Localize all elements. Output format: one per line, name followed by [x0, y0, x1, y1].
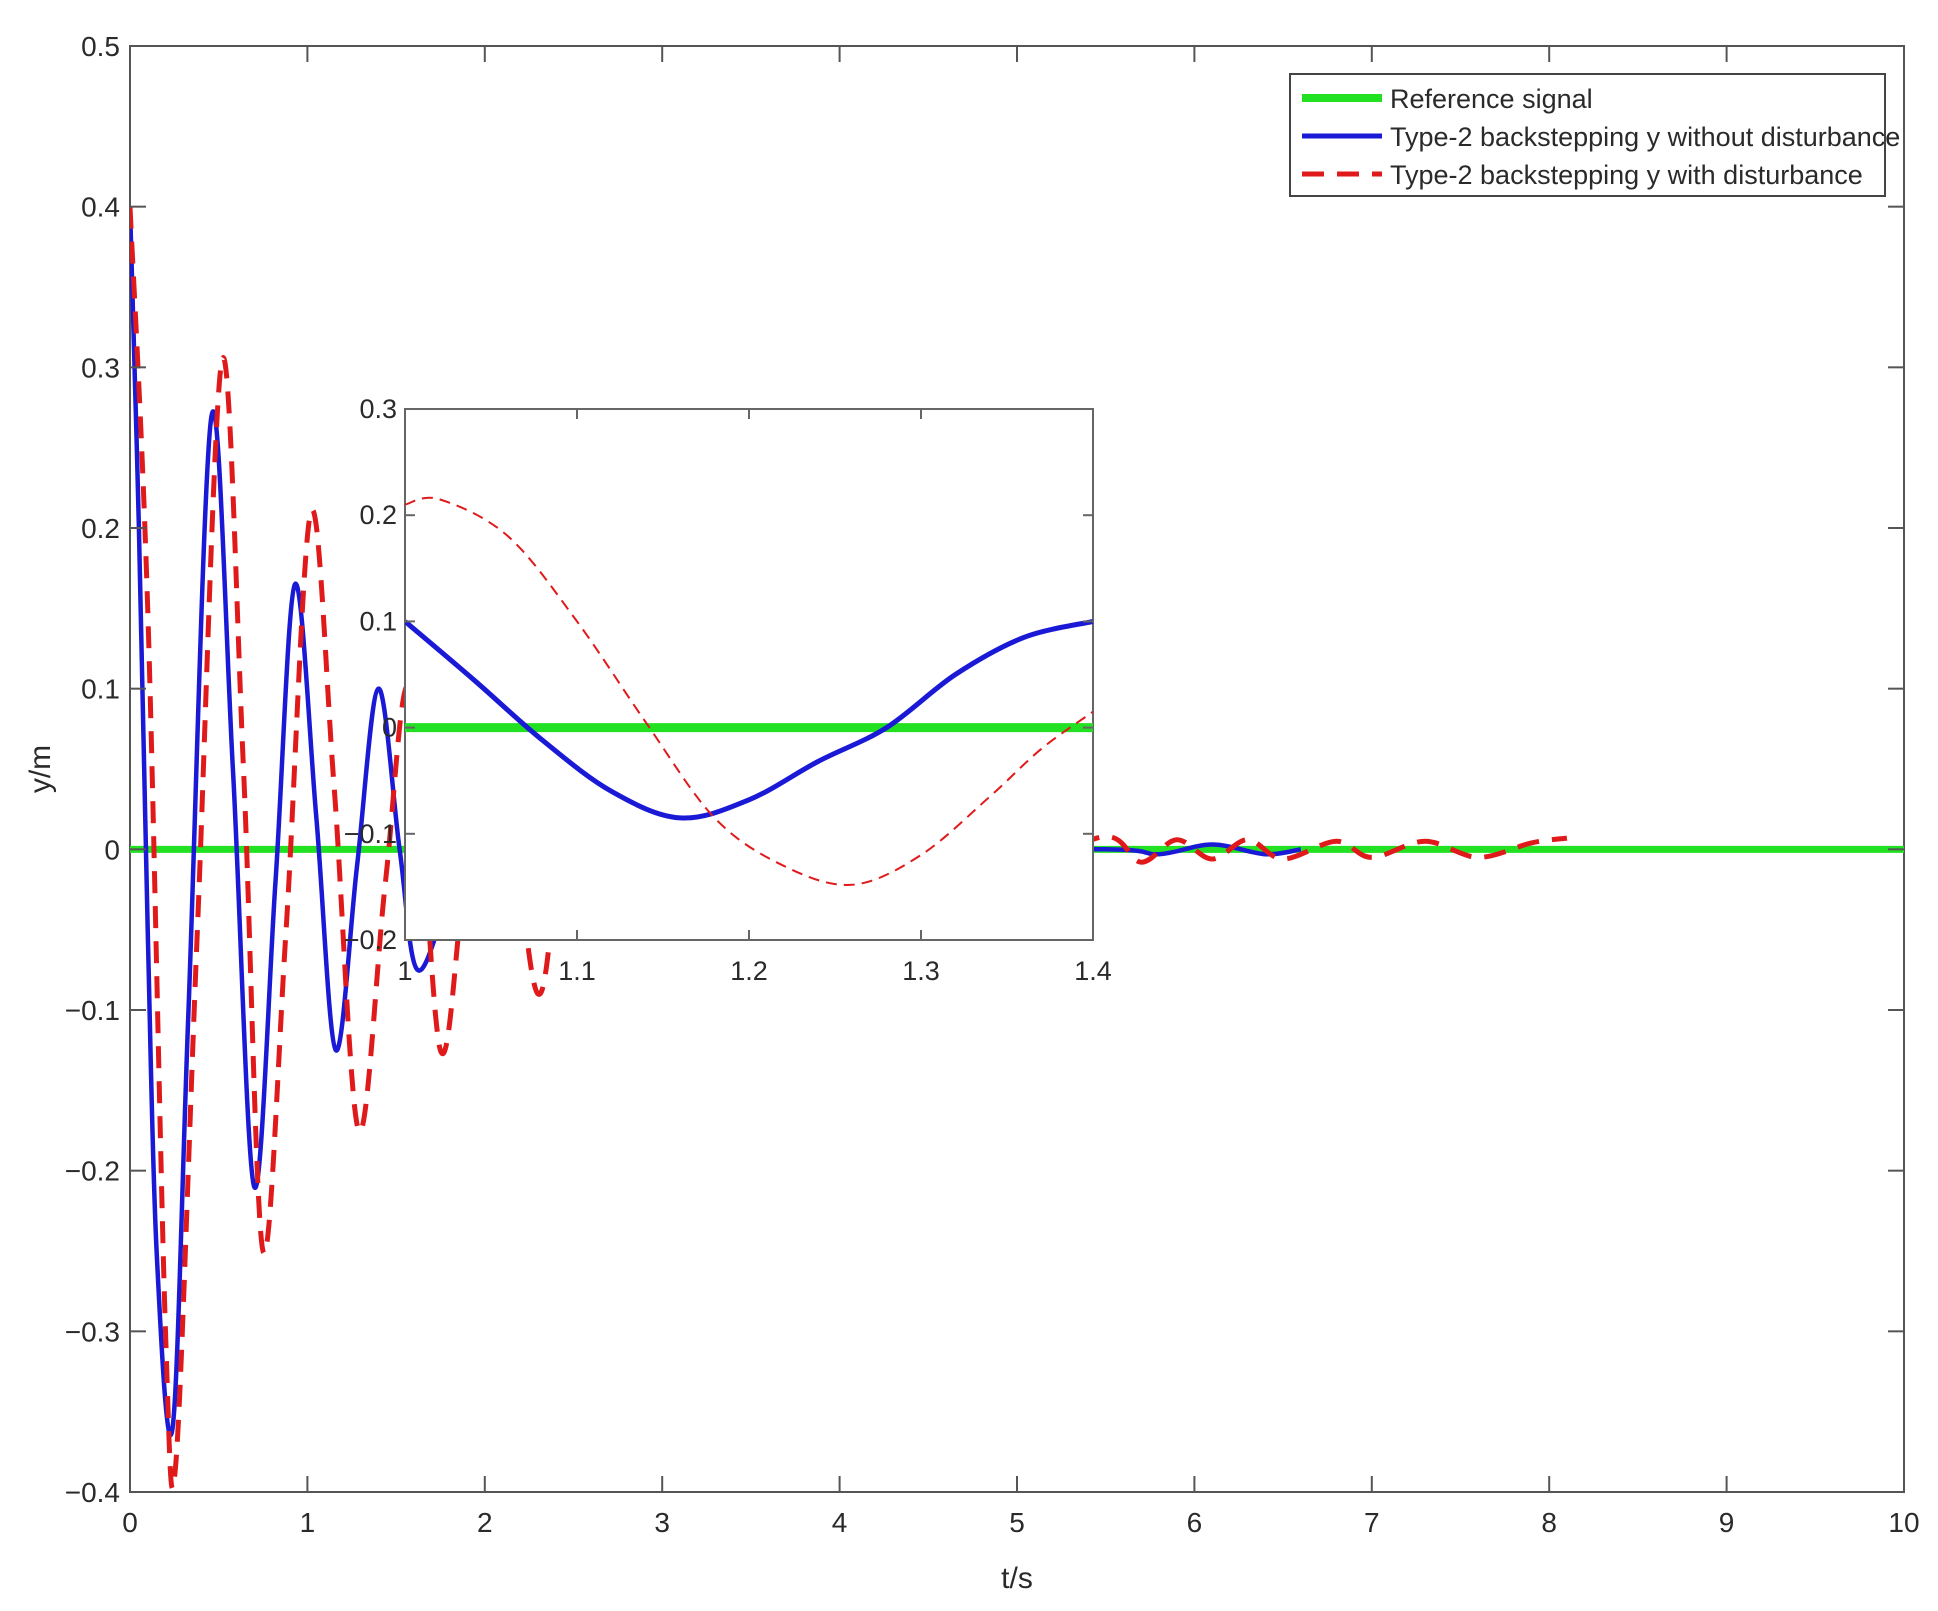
- y-tick-label: −0.1: [65, 995, 120, 1026]
- x-tick-label: 8: [1541, 1507, 1557, 1538]
- x-tick-label: 1: [300, 1507, 316, 1538]
- x-tick-label: 6: [1187, 1507, 1203, 1538]
- x-axis-label: t/s: [1001, 1562, 1033, 1595]
- inset-x-tick-label: 1.1: [558, 956, 596, 986]
- inset-series-line-2: [405, 496, 1093, 886]
- y-tick-label: −0.2: [65, 1156, 120, 1187]
- legend-label: Type-2 backstepping y with disturbance: [1390, 160, 1863, 190]
- inset-x-tick-label: 1: [397, 956, 412, 986]
- x-tick-label: 0: [122, 1507, 138, 1538]
- x-tick-label: 7: [1364, 1507, 1380, 1538]
- inset-x-tick-label: 1.4: [1074, 956, 1112, 986]
- x-tick-label: 10: [1888, 1507, 1919, 1538]
- y-tick-label: −0.3: [65, 1316, 120, 1347]
- inset-y-tick-label: −0.1: [344, 819, 397, 849]
- x-tick-label: 5: [1009, 1507, 1025, 1538]
- x-tick-label: 3: [654, 1507, 670, 1538]
- legend-label: Reference signal: [1390, 84, 1593, 114]
- inset-zoom-plot: 1 1.1 1.2 1.3 1.4 0.3 0.2 0.1 0 −0.1 −0.2: [344, 394, 1112, 986]
- y-tick-label: 0.4: [81, 192, 120, 223]
- x-tick-label: 4: [832, 1507, 848, 1538]
- y-tick-label: 0.5: [81, 31, 120, 62]
- legend-label: Type-2 backstepping y without disturbanc…: [1390, 122, 1900, 152]
- y-tick-label: 0.2: [81, 513, 120, 544]
- inset-y-tick-label: 0.2: [359, 500, 397, 530]
- y-tick-label: 0: [104, 834, 120, 865]
- inset-x-tick-label: 1.3: [902, 956, 940, 986]
- inset-plot-frame: [404, 408, 1094, 941]
- y-tick-label: 0.3: [81, 352, 120, 383]
- x-tick-label: 2: [477, 1507, 493, 1538]
- inset-y-tick-label: 0.1: [359, 606, 397, 636]
- legend: Reference signal Type-2 backstepping y wi…: [1289, 73, 1900, 197]
- y-tick-label: 0.1: [81, 674, 120, 705]
- x-tick-label: 9: [1719, 1507, 1735, 1538]
- y-axis-label: y/m: [24, 745, 57, 793]
- inset-series-line-1: [405, 618, 1093, 821]
- inset-y-tick-label: 0: [382, 713, 397, 743]
- inset-y-tick-label: −0.2: [344, 925, 397, 955]
- legend-box: [1289, 73, 1886, 197]
- y-tick-label: −0.4: [65, 1477, 120, 1508]
- inset-x-tick-label: 1.2: [730, 956, 768, 986]
- inset-y-tick-label: 0.3: [359, 394, 397, 424]
